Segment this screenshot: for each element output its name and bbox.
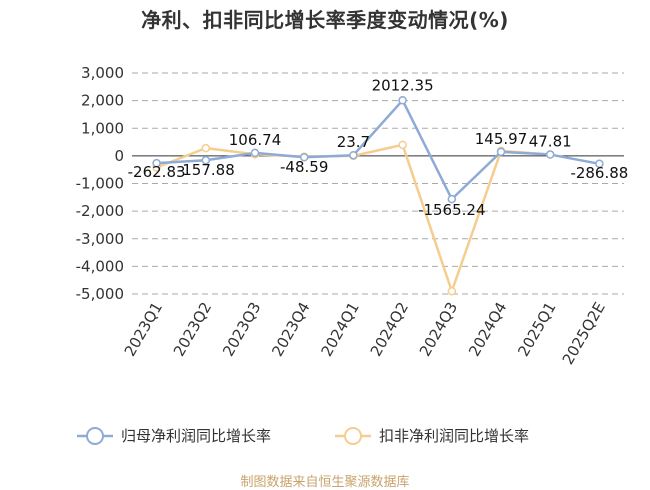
data-labels: -262.83-157.88 106.74 -48.59 23.7 2012.35 -15… [128, 76, 629, 219]
data-label: 23.7 [337, 133, 370, 151]
data-point [496, 147, 506, 157]
data-label: -48.59 [280, 158, 328, 176]
x-tick-label: 2023Q2 [170, 299, 215, 360]
y-tick-label: -3,000 [76, 230, 124, 248]
data-point [250, 148, 260, 158]
data-point [398, 140, 407, 150]
x-tick-label: 2024Q4 [465, 299, 510, 360]
data-point [447, 286, 457, 296]
x-tick-label: 2024Q2 [367, 299, 412, 360]
data-point [299, 152, 309, 162]
y-tick-label: 2,000 [81, 92, 124, 110]
y-tick-label: 0 [114, 147, 124, 165]
source-footer: 制图数据来自恒生聚源数据库 [240, 475, 410, 490]
data-label: 2012.35 [372, 76, 434, 94]
x-tick-label: 2023Q3 [219, 299, 264, 360]
series-line [156, 99, 600, 201]
data-point [398, 96, 407, 105]
data-point [349, 150, 358, 160]
data-point [152, 158, 161, 168]
legend-entry: 归母净利润同比增长率 [121, 427, 271, 445]
data-point [201, 143, 211, 153]
data-point [595, 159, 604, 169]
data-label: -1565.24 [418, 201, 485, 219]
x-tick-label: 2024Q3 [416, 299, 461, 360]
data-label: -286.88 [570, 164, 628, 182]
data-point [447, 194, 457, 204]
y-tick-label: -4,000 [76, 257, 124, 275]
data-label: -157.88 [177, 161, 235, 179]
x-tick-label: 2023Q1 [121, 299, 166, 360]
legend: 归母净利润同比增长率 扣非净利润同比增长率 [77, 427, 529, 445]
y-tick-label: 3,000 [81, 64, 124, 82]
axes: 3,000 2,000 1,000 0 -1,000 -2,000 -3,000 -4,000… [76, 64, 624, 368]
legend-marker [86, 427, 104, 445]
x-tick-label: 2024Q1 [318, 299, 363, 360]
y-tick-label: 1,000 [81, 119, 124, 137]
x-tick-label: 2025Q1 [514, 299, 559, 360]
chart-title: 净利、扣非同比增长率季度变动情况(%) [141, 8, 509, 32]
data-point [545, 150, 555, 159]
data-label: 145.97 [475, 130, 528, 148]
series [152, 96, 604, 296]
x-tick-label: 2025Q2E [559, 299, 609, 368]
y-tick-label: -1,000 [76, 175, 124, 193]
legend-entry: 扣非净利润同比增长率 [379, 427, 529, 445]
data-label: 47.81 [529, 133, 572, 151]
legend-marker [344, 427, 362, 445]
y-tick-label: -5,000 [76, 285, 124, 303]
x-tick-label: 2023Q4 [268, 299, 313, 360]
data-point [201, 155, 211, 165]
y-tick-label: -2,000 [76, 202, 124, 220]
grid-lines [132, 72, 624, 295]
data-label: -262.83 [128, 163, 186, 181]
data-label: 106.74 [229, 131, 282, 149]
